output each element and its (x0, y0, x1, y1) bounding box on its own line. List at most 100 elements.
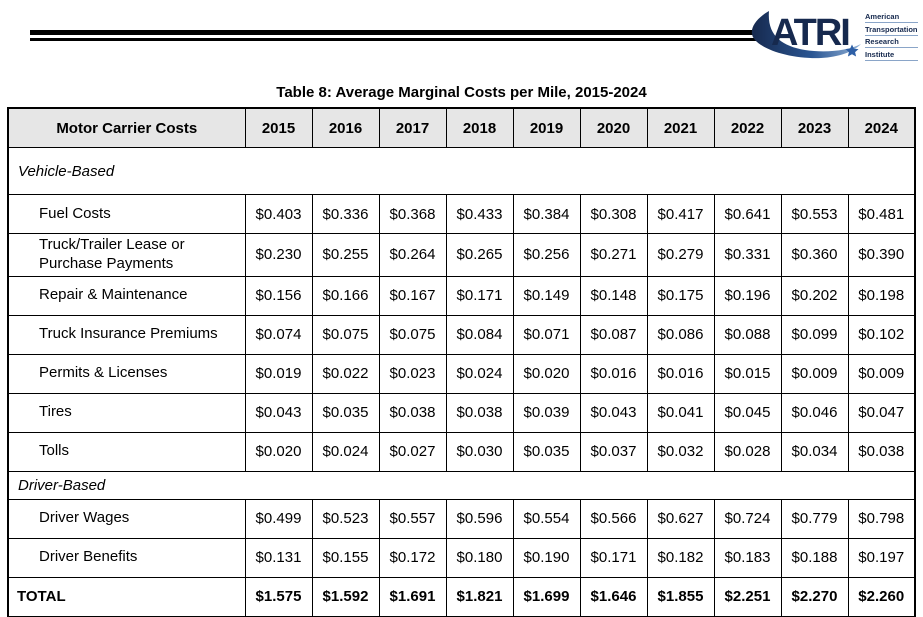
row-label: Truck/Trailer Lease or Purchase Payments (7, 233, 246, 277)
cost-value-cell: $1.691 (378, 576, 447, 617)
cost-value-cell: $0.627 (646, 498, 715, 539)
column-header-year: 2016 (311, 107, 380, 148)
cost-value-cell: $0.038 (378, 392, 447, 433)
cost-value-cell: $0.230 (244, 233, 313, 277)
cost-value-cell: $0.182 (646, 537, 715, 578)
cost-value-cell: $0.403 (244, 194, 313, 234)
org-word: American (865, 12, 918, 23)
marginal-costs-table: Motor Carrier Costs 2015 2016 2017 2018 2019 2… (7, 107, 916, 617)
cost-value-cell: $0.390 (847, 233, 916, 277)
cost-value-cell: $0.360 (780, 233, 849, 277)
cost-value-cell: $0.041 (646, 392, 715, 433)
column-header-year: 2021 (646, 107, 715, 148)
column-header-year: 2018 (445, 107, 514, 148)
cost-value-cell: $0.779 (780, 498, 849, 539)
cost-value-cell: $0.308 (579, 194, 648, 234)
cost-value-cell: $0.149 (512, 275, 581, 316)
cost-value-cell: $0.384 (512, 194, 581, 234)
section-row-label: Vehicle-Based (7, 147, 916, 195)
swoosh-icon (751, 11, 861, 59)
table-row: Repair & Maintenance $0.156 $0.166 $0.167 $0… (7, 275, 916, 316)
cost-value-cell: $0.086 (646, 314, 715, 355)
cost-value-cell: $0.019 (244, 353, 313, 394)
cost-value-cell: $0.088 (713, 314, 782, 355)
cost-value-cell: $0.499 (244, 498, 313, 539)
cost-value-cell: $0.043 (579, 392, 648, 433)
cost-value-cell: $0.171 (579, 537, 648, 578)
row-label: Truck Insurance Premiums (7, 314, 246, 355)
cost-value-cell: $0.131 (244, 537, 313, 578)
cost-value-cell: $0.156 (244, 275, 313, 316)
cost-value-cell: $0.075 (378, 314, 447, 355)
header-double-rule (30, 30, 764, 41)
cost-value-cell: $0.023 (378, 353, 447, 394)
column-header-year: 2015 (244, 107, 313, 148)
cost-value-cell: $0.035 (311, 392, 380, 433)
atri-logo-graphic: ATRI (751, 11, 861, 59)
column-header-year: 2024 (847, 107, 916, 148)
table-row: Tolls $0.020 $0.024 $0.027 $0.030 $0.035 $0.03… (7, 431, 916, 472)
cost-value-cell: $0.553 (780, 194, 849, 234)
table-row: TOTAL $1.575 $1.592 $1.691 $1.821 $1.699 $1.64… (7, 576, 916, 617)
cost-value-cell: $0.417 (646, 194, 715, 234)
cost-value-cell: $1.592 (311, 576, 380, 617)
cost-value-cell: $0.024 (445, 353, 514, 394)
row-label: Driver Benefits (7, 537, 246, 578)
cost-value-cell: $0.202 (780, 275, 849, 316)
cost-value-cell: $0.047 (847, 392, 916, 433)
cost-value-cell: $0.198 (847, 275, 916, 316)
cost-value-cell: $0.034 (780, 431, 849, 472)
cost-value-cell: $0.265 (445, 233, 514, 277)
table-row: Permits & Licenses $0.019 $0.022 $0.023 $0.0… (7, 353, 916, 394)
table-row: Driver Benefits $0.131 $0.155 $0.172 $0.180 $… (7, 537, 916, 578)
column-header-year: 2023 (780, 107, 849, 148)
column-header-costs: Motor Carrier Costs (7, 107, 246, 148)
cost-value-cell: $0.566 (579, 498, 648, 539)
row-label: Repair & Maintenance (7, 275, 246, 316)
star-icon (845, 44, 859, 57)
table-body: Vehicle-Based Fuel Costs $0.403 $0.336 $0.36… (7, 147, 916, 617)
cost-value-cell: $0.557 (378, 498, 447, 539)
cost-value-cell: $0.020 (244, 431, 313, 472)
row-label: Tires (7, 392, 246, 433)
cost-value-cell: $0.045 (713, 392, 782, 433)
cost-value-cell: $0.016 (579, 353, 648, 394)
cost-value-cell: $0.166 (311, 275, 380, 316)
cost-value-cell: $0.336 (311, 194, 380, 234)
cost-value-cell: $0.022 (311, 353, 380, 394)
row-label: TOTAL (7, 576, 246, 617)
cost-value-cell: $2.260 (847, 576, 916, 617)
cost-value-cell: $0.155 (311, 537, 380, 578)
cost-value-cell: $0.075 (311, 314, 380, 355)
table-row: Driver Wages $0.499 $0.523 $0.557 $0.596 $0.5… (7, 498, 916, 539)
row-label: Tolls (7, 431, 246, 472)
cost-value-cell: $0.523 (311, 498, 380, 539)
cost-value-cell: $1.575 (244, 576, 313, 617)
cost-value-cell: $0.038 (847, 431, 916, 472)
cost-value-cell: $0.197 (847, 537, 916, 578)
cost-value-cell: $1.646 (579, 576, 648, 617)
cost-value-cell: $0.099 (780, 314, 849, 355)
org-word: Research (865, 37, 918, 48)
cost-value-cell: $2.251 (713, 576, 782, 617)
column-header-year: 2017 (378, 107, 447, 148)
cost-value-cell: $0.256 (512, 233, 581, 277)
cost-value-cell: $0.190 (512, 537, 581, 578)
cost-value-cell: $1.699 (512, 576, 581, 617)
cost-value-cell: $0.035 (512, 431, 581, 472)
org-word: Institute (865, 50, 918, 61)
cost-value-cell: $0.171 (445, 275, 514, 316)
cost-value-cell: $0.028 (713, 431, 782, 472)
cost-value-cell: $0.030 (445, 431, 514, 472)
cost-value-cell: $0.039 (512, 392, 581, 433)
cost-value-cell: $0.037 (579, 431, 648, 472)
table-title: Table 8: Average Marginal Costs per Mile… (276, 84, 647, 101)
cost-value-cell: $0.172 (378, 537, 447, 578)
cost-value-cell: $0.015 (713, 353, 782, 394)
cost-value-cell: $0.009 (847, 353, 916, 394)
cost-value-cell: $0.032 (646, 431, 715, 472)
section-row-label: Driver-Based (7, 470, 916, 500)
cost-value-cell: $0.183 (713, 537, 782, 578)
cost-value-cell: $0.038 (445, 392, 514, 433)
